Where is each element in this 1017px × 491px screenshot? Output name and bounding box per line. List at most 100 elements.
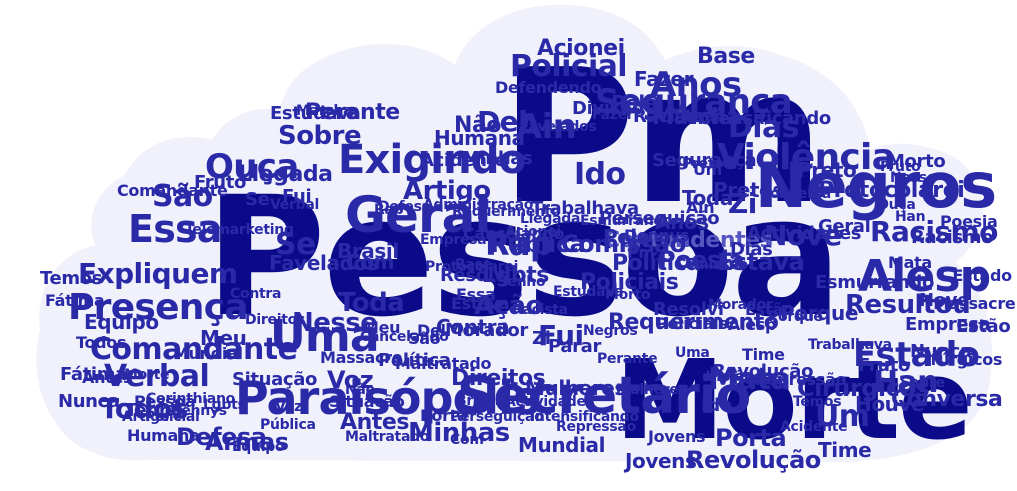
word-fazer: Fazer xyxy=(592,107,634,123)
word-estudava: Estudava xyxy=(553,284,624,300)
word-morto: Morto xyxy=(605,287,651,303)
word-trabalhava: Trabalhava xyxy=(531,198,639,219)
word-llegada: Llegada xyxy=(520,211,581,227)
word-acidente: Acidente xyxy=(420,150,507,171)
word-fui: Fui xyxy=(538,319,584,352)
word-jovens: Jovens xyxy=(648,427,706,446)
word-perseguicao: Perseguição xyxy=(450,409,544,425)
word-anos: Anos xyxy=(655,210,709,234)
word-racista: Racista xyxy=(512,302,568,318)
word-humana: Humana xyxy=(434,126,525,150)
word-acionei: Acionei xyxy=(505,224,561,240)
word-pela: Pela xyxy=(611,91,658,115)
word-base: Base xyxy=(697,44,755,69)
word-policiais: Policiais xyxy=(580,270,679,295)
word-estudava: Estudava xyxy=(270,103,361,124)
word-requerimento: Requerimento xyxy=(452,204,561,220)
word-lgbts: Lgbts xyxy=(203,397,246,413)
word-time: Time xyxy=(818,438,872,462)
word-meu: Meu xyxy=(363,318,401,337)
word-antes: Antes xyxy=(340,410,410,435)
word-pessoa: Pessoa xyxy=(205,161,842,353)
word-exigindo: Exigindo xyxy=(338,137,526,183)
word-zi: Zi xyxy=(728,187,757,220)
word-policial: Policial xyxy=(510,49,628,84)
word-pretos: Pretos xyxy=(713,178,784,202)
word-paraisopolis: Paraisópolis xyxy=(235,371,540,425)
word-geral: Geral xyxy=(818,216,871,237)
word-actividades: Actividades xyxy=(747,223,862,244)
word-acidente: Acidente xyxy=(780,419,848,435)
word-secretario: Secretário xyxy=(457,366,751,426)
word-repressao: Repressão xyxy=(755,370,847,389)
word-uma: Uma xyxy=(675,345,710,361)
word-negros: Negros xyxy=(583,323,638,339)
word-mundial: Mundial xyxy=(173,344,243,363)
word-ido: Ido xyxy=(701,395,732,416)
word-nao: Não xyxy=(345,382,375,398)
word-policial: Policial xyxy=(145,409,200,425)
word-perante: Perante xyxy=(305,100,400,125)
word-nesse: Nesse xyxy=(292,308,378,338)
word-tenho: Tenho xyxy=(500,274,546,290)
word-violencia: Violência xyxy=(717,137,896,178)
word-houve: Houve xyxy=(855,392,925,416)
word-expliquem: Expliquem xyxy=(78,257,238,290)
word-fazer: Fazer xyxy=(634,67,694,91)
word-defendendo: Defendendo xyxy=(495,78,602,97)
word-lgbts: Lgbts xyxy=(482,263,549,288)
word-repressao: Repressão xyxy=(556,419,636,435)
word-equipo: Equipo xyxy=(232,439,285,455)
word-estao: Estão xyxy=(745,300,794,319)
word-politica: Política xyxy=(378,350,451,371)
word-ouca: Ouça xyxy=(205,147,299,187)
word-divisao: Divisão xyxy=(572,98,644,119)
word-direitos: Direitos xyxy=(245,312,306,328)
word-perseguicao: Perseguição xyxy=(599,208,720,229)
word-ouca: Ouça xyxy=(877,197,916,213)
word-essa: Essa xyxy=(128,207,223,251)
word-pm: Pm xyxy=(500,29,825,245)
word-fui: Fui xyxy=(282,186,312,207)
word-toda: Toda xyxy=(682,186,733,210)
word-verbal: Verbal xyxy=(270,197,320,213)
word-resolvi: Resolvi xyxy=(653,299,724,320)
word-massacre: Massacre xyxy=(933,294,1016,313)
word-racismo: Racismo xyxy=(870,215,998,248)
word-corinthiano: Corinthiano xyxy=(146,391,235,407)
word-contra: Contra xyxy=(230,286,282,302)
word-estava: Estava xyxy=(451,294,510,313)
word-telemarketing: Telemarketing xyxy=(185,222,294,238)
word-seguranca: Segurança xyxy=(652,150,757,171)
word-comissao: Comissão xyxy=(675,257,748,273)
word-defesa: Defesa xyxy=(176,423,267,451)
word-favelados: Favelados xyxy=(269,251,379,275)
word-situacao: Situação xyxy=(329,392,405,411)
word-maltratado: Maltratado xyxy=(345,429,430,445)
word-comissao: Comissão xyxy=(561,230,686,258)
word-administracao: Administração xyxy=(423,197,534,213)
word-mulheres: Mulheres xyxy=(525,376,626,400)
word-esmurrando: Esmurrando xyxy=(580,213,673,229)
word-antes: Antes xyxy=(82,368,133,387)
word-conversa: Conversa xyxy=(891,387,1003,412)
word-publica: Pública xyxy=(260,417,316,433)
word-uma: Uma xyxy=(270,311,380,362)
word-conversa: Conversa xyxy=(760,186,831,202)
word-politica: Política xyxy=(612,251,701,276)
word-mulheres: Mulheres xyxy=(616,382,687,398)
word-toda: Toda xyxy=(338,288,405,318)
word-violencia: Violência xyxy=(706,369,776,385)
word-ido: Ido xyxy=(574,157,626,192)
word-houve: Houve xyxy=(733,372,782,388)
word-contra: Contra xyxy=(436,315,510,339)
word-resultou: Resultou xyxy=(845,290,971,320)
word-nunca: Nunca xyxy=(910,341,972,362)
word-cirurgicos: Cirúrgicos xyxy=(797,374,930,402)
word-essa: Essa xyxy=(456,285,496,304)
word-com: Com xyxy=(450,432,484,448)
word-voz: Voz xyxy=(327,366,374,394)
word-artigo: Artigo xyxy=(122,409,170,425)
word-llegada: Llegada xyxy=(238,162,333,187)
word-todos: Todos xyxy=(100,392,188,425)
